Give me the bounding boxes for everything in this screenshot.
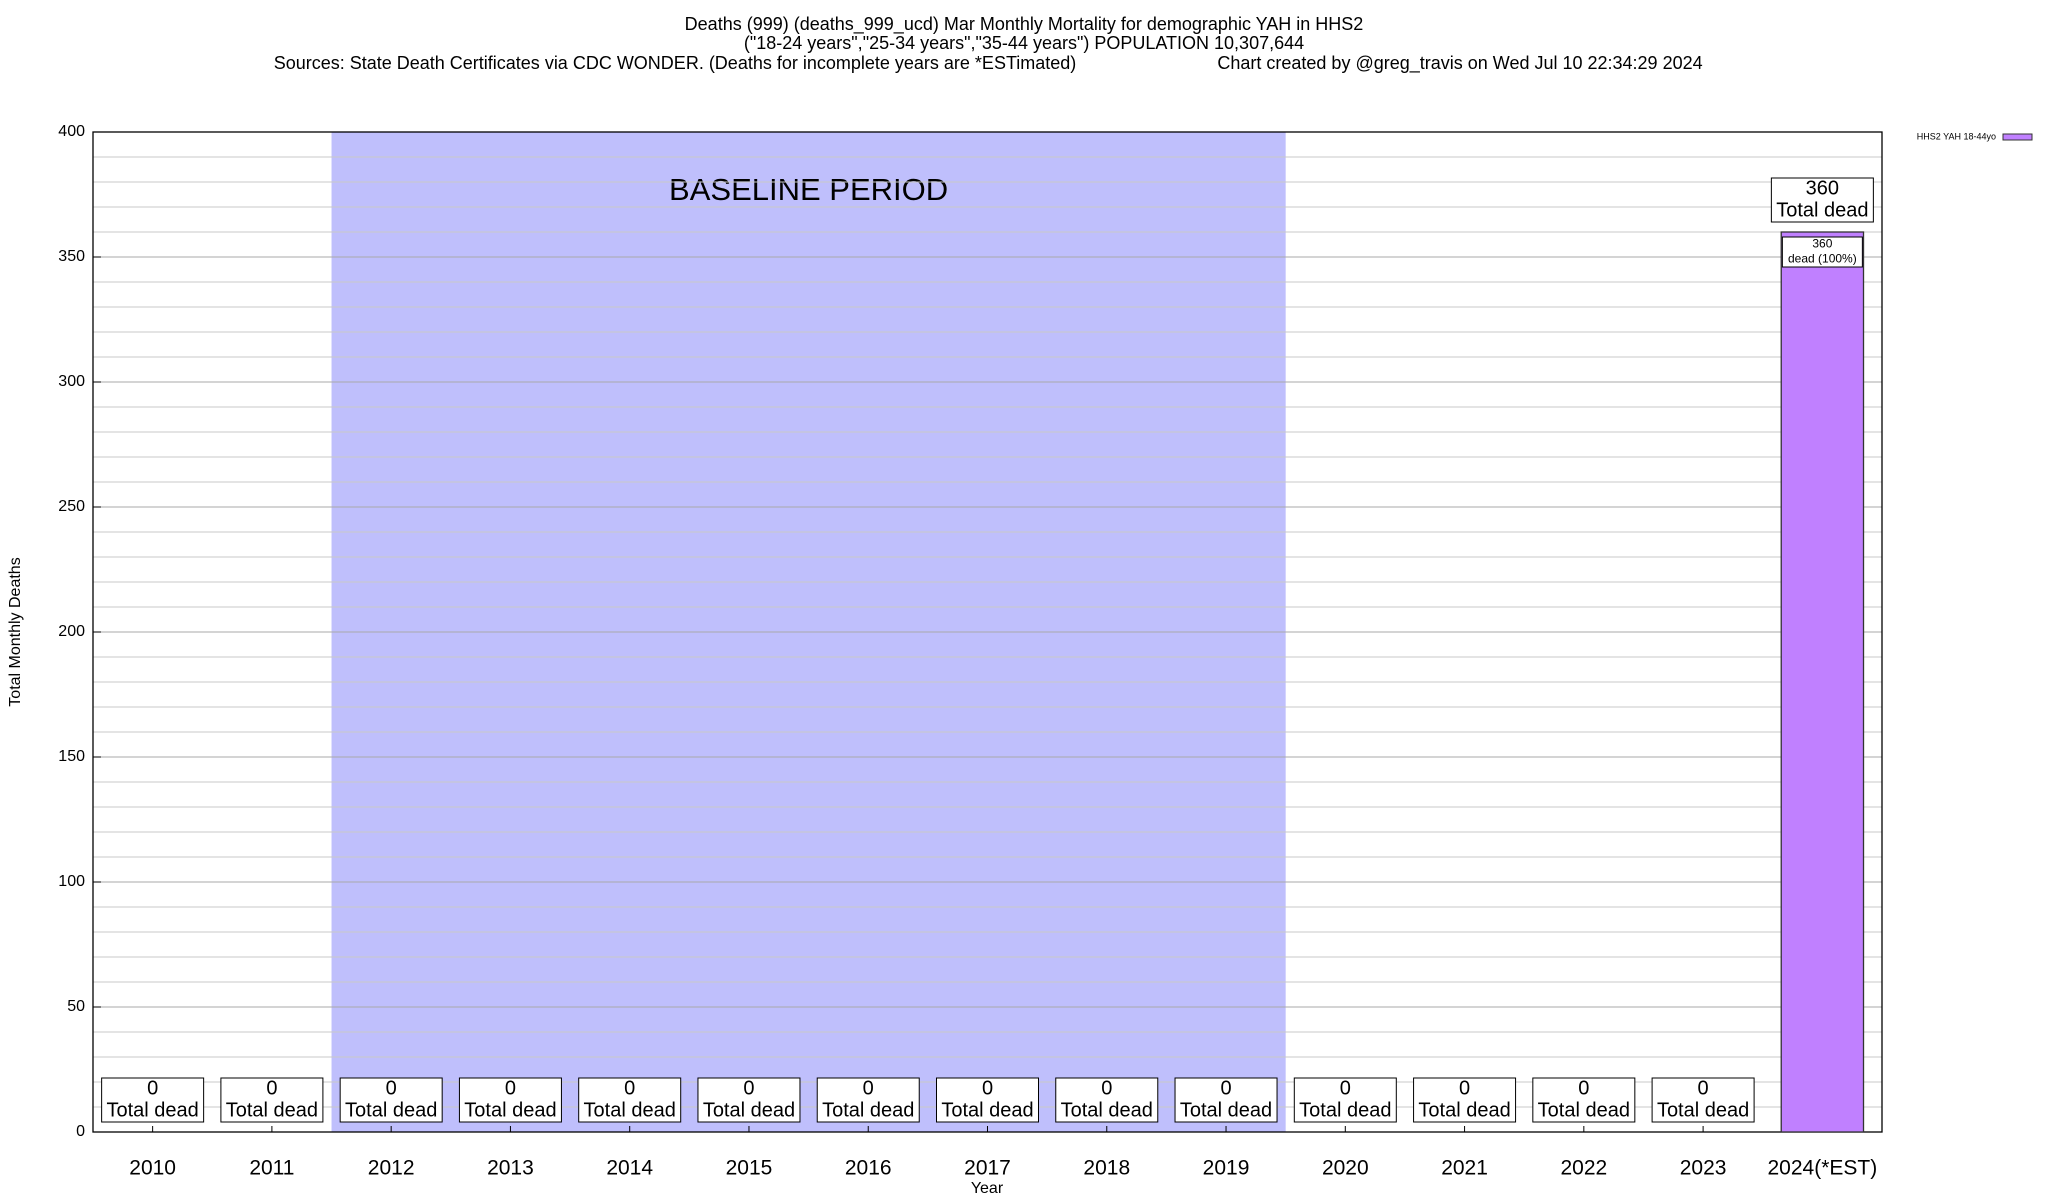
value-label-note: Total dead [1418, 1099, 1510, 1121]
label-box [220, 1077, 324, 1123]
sources: Sources: State Death Certificates via CD… [274, 53, 1077, 73]
value-label: 0 [743, 1077, 754, 1099]
value-label-note: Total dead [1061, 1099, 1153, 1121]
y-tick-label: 100 [58, 873, 85, 890]
value-label-note: Total dead [703, 1099, 795, 1121]
x-tick-label: 2019 [1203, 1157, 1250, 1180]
bar [1780, 231, 1865, 1133]
y-tick-label: 350 [58, 248, 85, 265]
value-label: 0 [1578, 1077, 1589, 1099]
label-box [1174, 1077, 1278, 1123]
value-label: 0 [147, 1077, 158, 1099]
x-tick-label: 2016 [845, 1157, 892, 1180]
x-tick-label: 2010 [129, 1157, 176, 1180]
y-tick-label: 50 [67, 998, 85, 1015]
x-tick-label: 2024(*EST) [1768, 1157, 1878, 1180]
value-label-note: Total dead [941, 1099, 1033, 1121]
y-tick-label: 250 [58, 498, 85, 515]
label-box [339, 1077, 443, 1123]
label-box [816, 1077, 920, 1123]
x-axis-label: Year [971, 1180, 1004, 1197]
value-label: 0 [386, 1077, 397, 1099]
value-label: 360 [1806, 177, 1839, 199]
value-label: 0 [1101, 1077, 1112, 1099]
value-label: 0 [1698, 1077, 1709, 1099]
value-label-note: dead (100%) [1788, 252, 1857, 266]
x-tick-label: 2014 [606, 1157, 653, 1180]
legend: HHS2 YAH 18-44yo [1917, 131, 2033, 141]
label-box [101, 1077, 205, 1123]
x-tick-label: 2023 [1680, 1157, 1727, 1180]
value-label-note: Total dead [106, 1099, 198, 1121]
legend-swatch [2002, 133, 2033, 141]
value-label: 0 [1459, 1077, 1470, 1099]
value-label-note: Total dead [1180, 1099, 1272, 1121]
baseline-label: BASELINE PERIOD [669, 172, 948, 207]
label-box [458, 1077, 562, 1123]
label-box [1651, 1077, 1755, 1123]
value-label: 0 [1220, 1077, 1231, 1099]
credit: Chart created by @greg_travis on Wed Jul… [1217, 53, 1702, 74]
value-label: 0 [1340, 1077, 1351, 1099]
y-tick-label: 400 [58, 123, 85, 140]
label-box [1532, 1077, 1636, 1123]
label-box [1413, 1077, 1517, 1123]
value-label: 0 [863, 1077, 874, 1099]
value-label: 360 [1812, 237, 1832, 251]
y-tick-label: 300 [58, 373, 85, 390]
y-tick-label: 150 [58, 748, 85, 765]
label-box [1770, 177, 1874, 223]
value-label: 0 [624, 1077, 635, 1099]
value-label-note: Total dead [1776, 199, 1868, 221]
y-tick-label: 0 [76, 1123, 85, 1140]
x-tick-label: 2015 [726, 1157, 773, 1180]
label-box [1055, 1077, 1159, 1123]
label-box [936, 1077, 1039, 1123]
x-tick-label: 2017 [964, 1157, 1011, 1180]
value-label-note: Total dead [1299, 1099, 1391, 1121]
label-box [578, 1077, 682, 1123]
legend-label: HHS2 YAH 18-44yo [1917, 131, 1996, 141]
label-box [1781, 236, 1863, 268]
value-label: 0 [266, 1077, 277, 1099]
x-tick-label: 2013 [487, 1157, 534, 1180]
y-axis-label: Total Monthly Deaths [7, 557, 24, 706]
label-box [1293, 1077, 1397, 1123]
value-label-note: Total dead [1657, 1099, 1749, 1121]
x-tick-label: 2021 [1441, 1157, 1488, 1180]
y-tick-label: 200 [58, 623, 85, 640]
x-tick-label: 2018 [1083, 1157, 1130, 1180]
value-label-note: Total dead [345, 1099, 437, 1121]
value-label: 0 [982, 1077, 993, 1099]
x-tick-label: 2022 [1560, 1157, 1607, 1180]
x-tick-label: 2011 [249, 1157, 294, 1180]
chart-subtitle: ("18-24 years","25-34 years","35-44 year… [744, 33, 1304, 53]
value-label-note: Total dead [584, 1099, 676, 1121]
value-label-note: Total dead [1538, 1099, 1630, 1121]
value-label-note: Total dead [464, 1099, 556, 1121]
value-label-note: Total dead [226, 1099, 318, 1121]
chart-title: Deaths (999) (deaths_999_ucd) Mar Monthl… [685, 14, 1364, 35]
label-box [697, 1077, 801, 1123]
value-label: 0 [505, 1077, 516, 1099]
x-tick-label: 2020 [1322, 1157, 1369, 1180]
value-label-note: Total dead [822, 1099, 914, 1121]
x-tick-label: 2012 [368, 1157, 415, 1180]
